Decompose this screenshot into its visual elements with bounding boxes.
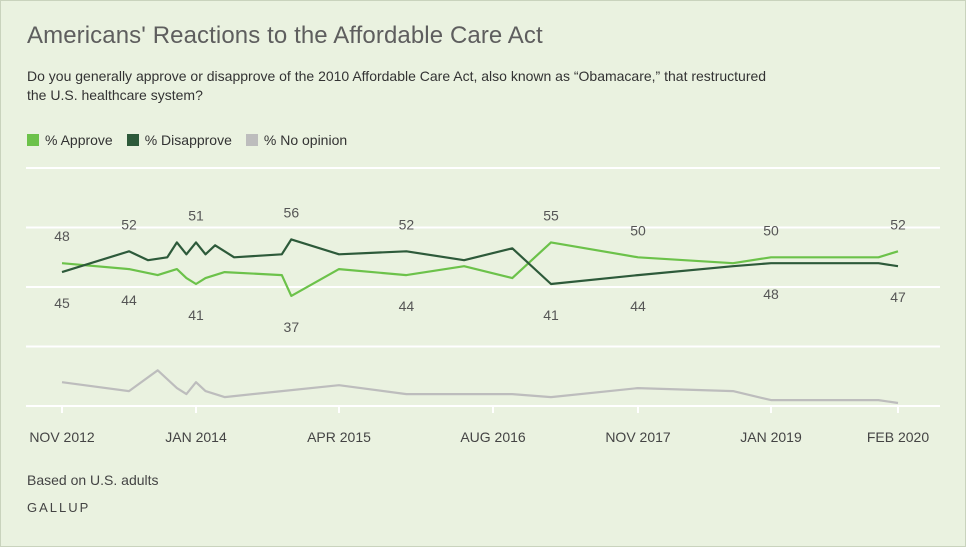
data-label-3: 44: [121, 292, 137, 308]
x-tick-label-5: JAN 2019: [740, 429, 802, 445]
data-label-7: 37: [284, 319, 300, 335]
data-label-5: 41: [188, 307, 204, 323]
data-label-15: 48: [763, 286, 779, 302]
legend-item-disapprove: % Disapprove: [126, 132, 232, 148]
data-label-12: 50: [630, 222, 646, 238]
series-line-1: [61, 238, 899, 286]
data-label-16: 52: [890, 216, 906, 232]
data-label-1: 45: [54, 295, 70, 311]
legend-item-no-opinion: % No opinion: [245, 132, 348, 148]
legend-swatch-no-opinion: [245, 134, 258, 146]
legend: % Approve % Disapprove % No opinion: [27, 132, 347, 148]
data-label-9: 44: [399, 298, 415, 314]
x-tick-label-0: NOV 2012: [29, 429, 95, 445]
chart-subtitle: Do you generally approve or disapprove o…: [27, 68, 767, 103]
legend-label-disapprove: % Disapprove: [144, 132, 232, 148]
legend-swatch-approve: [27, 134, 39, 146]
legend-item-approve: % Approve: [27, 132, 113, 148]
data-label-14: 50: [763, 222, 779, 238]
series-line-2: [61, 369, 899, 405]
legend-label-no-opinion: % No opinion: [263, 132, 348, 148]
data-label-11: 41: [543, 307, 559, 323]
footnote: Based on U.S. adults: [27, 472, 159, 488]
legend-swatch-disapprove: [126, 134, 139, 146]
data-label-17: 47: [890, 289, 906, 305]
data-label-4: 51: [188, 207, 204, 223]
series-line-0: [61, 241, 899, 297]
gallup-logo: GALLUP: [27, 500, 91, 515]
chart-title: Americans' Reactions to the Affordable C…: [27, 22, 543, 49]
data-label-10: 55: [543, 207, 559, 223]
x-tick-label-6: FEB 2020: [867, 429, 929, 445]
data-label-8: 52: [399, 216, 415, 232]
data-label-6: 56: [284, 204, 300, 220]
x-tick-label-4: NOV 2017: [605, 429, 671, 445]
x-tick-label-1: JAN 2014: [165, 429, 227, 445]
data-label-0: 48: [54, 228, 70, 244]
data-label-13: 44: [630, 298, 646, 314]
legend-label-approve: % Approve: [45, 132, 113, 148]
x-tick-label-3: AUG 2016: [460, 429, 526, 445]
data-label-2: 52: [121, 216, 137, 232]
x-tick-label-2: APR 2015: [307, 429, 371, 445]
